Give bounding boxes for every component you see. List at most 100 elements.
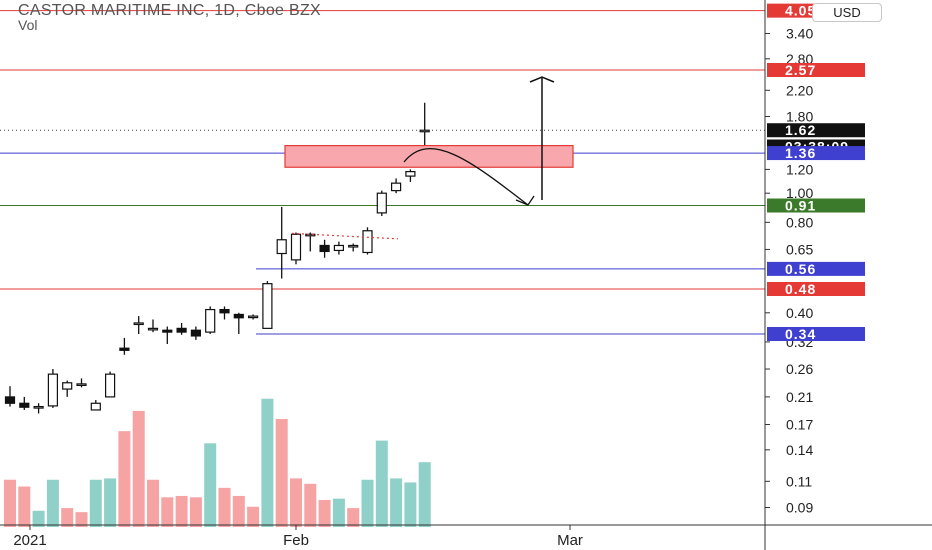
volume-bar [261,398,274,527]
candle-body [90,402,101,411]
price-tick-label: 0.11 [786,473,812,489]
price-badge-text: 0.48 [785,281,816,297]
price-tick-label: 3.40 [786,25,813,41]
price-tick-label: 1.20 [786,161,813,177]
volume-bar [104,478,117,527]
candle [419,102,430,148]
volume-layer [4,398,431,527]
candle [62,380,73,397]
candle [33,403,44,414]
candle-body [4,396,16,404]
volume-bar [404,482,417,527]
candle [19,396,30,410]
volume-bar [418,462,431,527]
candle-body [348,244,359,248]
candle [147,319,159,333]
candle-body [190,329,201,337]
price-tick-label: 1.00 [786,185,813,201]
price-badge-text: 4.05 [785,3,816,19]
candle-body [33,405,44,409]
price-tick-label: 0.09 [786,499,813,515]
candle-body [391,182,402,192]
candle [119,337,130,355]
candle-body [104,373,116,398]
volume-bar [275,419,288,527]
price-badge-text: 1.36 [785,145,816,161]
candle [333,241,344,255]
candle [276,206,287,279]
candle-body [119,347,130,351]
candle [104,371,116,398]
candle [162,326,173,344]
price-tick-label: 0.14 [786,442,813,458]
volume-bar [189,497,202,527]
volume-bar [318,500,331,527]
candle-body [376,192,387,214]
price-tick-label: 1.80 [786,108,813,124]
price-badge-text: 0.34 [785,326,816,342]
price-axis-badge: 0.56 [767,261,865,277]
volume-bar [61,508,74,527]
price-tick-label: 0.17 [786,416,813,432]
price-badge-bg [767,198,865,213]
price-axis-badge: 0.91 [767,198,865,214]
resistance-zone[interactable] [284,145,574,168]
volume-bar [147,479,159,527]
price-tick-label: 0.65 [786,241,813,257]
candle [233,312,244,335]
volume-bar [247,506,260,527]
candle-body [76,383,87,386]
volume-bar [46,479,59,527]
candle-body [62,382,73,390]
price-axis-badge: 2.57 [767,62,865,78]
price-badge-text: 0.91 [785,198,816,214]
projection-curve-arrowhead [515,195,535,206]
candles-layer [4,102,430,414]
candle-body [248,315,259,319]
candle [133,316,144,335]
candle [4,386,16,407]
candle [90,400,101,411]
price-tick-label: 2.80 [786,51,813,67]
candle-body [405,170,416,177]
volume-bar [32,510,45,527]
volume-bar [75,512,88,527]
volume-bar [332,498,345,527]
candle-body [305,233,316,237]
candle-body [219,308,230,314]
candle [348,243,359,252]
volume-bar [161,497,174,527]
price-badge-bg [767,327,865,342]
candle-body [133,322,144,326]
projection-curve[interactable] [403,148,529,206]
time-tick-label: 2021 [13,532,46,549]
candle [190,326,201,340]
price-axis-badge: 0.34 [767,326,865,342]
volume-indicator-label[interactable]: Vol [18,17,38,33]
price-badge-bg [767,123,865,138]
price-tick-label: 0.80 [786,214,813,230]
volume-bar [347,508,360,527]
currency-button[interactable]: USD [812,3,882,22]
candle-body [233,313,244,319]
time-tick-label: Mar [557,532,583,549]
price-badge-bg [767,261,865,276]
candle [305,232,316,252]
price-tick-label: 0.26 [786,361,813,377]
volume-bar [232,495,245,527]
candle-body [319,244,330,253]
candle-body [147,327,159,331]
candle-body [276,239,287,255]
candle-body [362,230,373,254]
chart-title: CASTOR MARITIME INC, 1D, Cboe BZX [18,2,321,19]
price-labels-layer: 4.052.571.6203:38:091.360.910.560.480.34 [767,3,865,342]
volume-bar [361,479,374,527]
volume-bar [175,495,188,527]
candle [219,306,230,320]
candle [248,314,259,320]
candle [391,178,402,194]
candle [362,227,373,255]
volume-bar [390,478,403,527]
